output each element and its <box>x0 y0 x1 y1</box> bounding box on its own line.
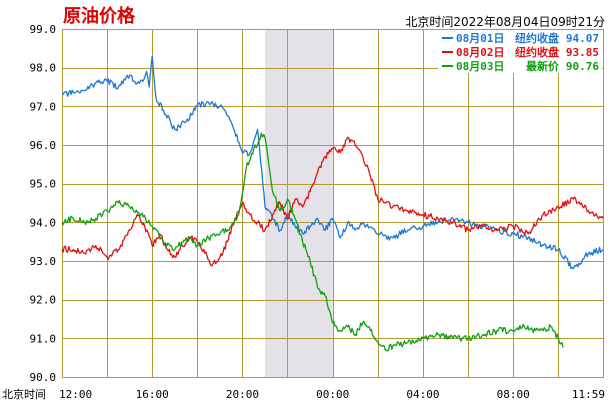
legend: 08月01日 纽约收盘 94.07 08月02日 纽约收盘 93.85 08月03日 最新价 9… <box>438 30 602 73</box>
y-tick-label: 93.0 <box>30 255 57 268</box>
x-tick-label: 04:00 <box>406 388 439 401</box>
legend-series-name: 08月02日 <box>456 46 505 59</box>
series-line-3 <box>61 132 564 352</box>
legend-series-label: 纽约收盘 <box>515 45 559 59</box>
legend-series-label: 最新价 <box>526 59 560 73</box>
legend-box <box>438 30 602 73</box>
x-axis-prefix: 北京时间 <box>2 387 46 401</box>
gridlines <box>62 29 604 378</box>
series-line-2 <box>61 136 604 267</box>
series-lines <box>61 55 604 352</box>
legend-series-value: 93.85 <box>566 46 599 59</box>
y-tick-label: 96.0 <box>30 139 57 152</box>
y-tick-label: 97.0 <box>30 100 57 113</box>
x-tick-label: 00:00 <box>316 388 349 401</box>
legend-series-value: 94.07 <box>566 32 599 45</box>
chart-timestamp: 北京时间2022年08月04日09时21分 <box>405 15 605 29</box>
chart-title: 原油价格 <box>63 5 136 27</box>
x-tick-label: 12:00 <box>59 388 92 401</box>
y-tick-label: 99.0 <box>30 23 57 36</box>
axis-labels: 99.0 98.0 97.0 96.0 95.0 94.0 93.0 92.0 91.0 90.0… <box>2 23 605 401</box>
x-tick-label: 08:00 <box>497 388 530 401</box>
legend-series-name: 08月01日 <box>456 32 505 45</box>
y-tick-label: 90.0 <box>30 371 57 384</box>
legend-series-label: 纽约收盘 <box>515 31 559 45</box>
y-tick-label: 98.0 <box>30 62 57 75</box>
x-tick-label: 11:59 <box>572 388 605 401</box>
y-tick-label: 95.0 <box>30 178 57 191</box>
y-tick-label: 92.0 <box>30 294 57 307</box>
y-tick-label: 94.0 <box>30 216 57 229</box>
plot-border <box>62 29 604 378</box>
series-line-1 <box>61 55 604 270</box>
x-tick-label: 20:00 <box>226 388 259 401</box>
y-tick-label: 91.0 <box>30 332 57 345</box>
x-tick-label: 16:00 <box>136 388 169 401</box>
legend-series-value: 90.76 <box>566 60 599 73</box>
legend-series-name: 08月03日 <box>456 60 505 73</box>
